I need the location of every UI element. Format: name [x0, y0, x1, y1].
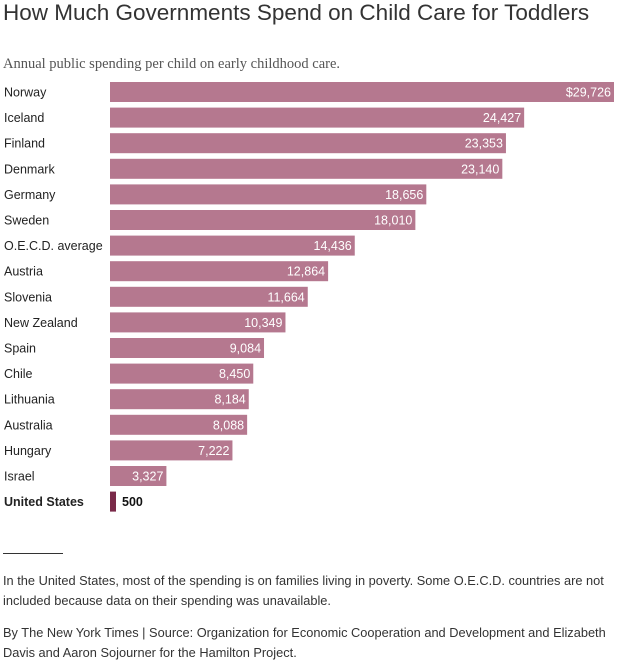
value-label-denmark: 23,140 [461, 162, 499, 176]
category-label-austria: Austria [4, 265, 43, 279]
value-label-iceland: 24,427 [483, 111, 521, 125]
bar-sweden [110, 210, 416, 230]
value-label-austria: 12,864 [287, 265, 325, 279]
bar-slovenia [110, 286, 308, 307]
chart-title: How Much Governments Spend on Child Care… [3, 0, 590, 25]
bar-lithuania [110, 389, 249, 410]
bar-united-states [110, 491, 116, 512]
footnote-text: In the United States, most of the spendi… [3, 573, 604, 608]
bar-new-zealand [110, 312, 286, 333]
value-label-lithuania: 8,184 [214, 393, 245, 407]
category-label-slovenia: Slovenia [4, 290, 52, 304]
category-label-norway: Norway [4, 86, 47, 100]
category-label-o-e-c-d-average: O.E.C.D. average [4, 239, 103, 253]
bar-chile [110, 363, 254, 384]
category-label-australia: Australia [4, 418, 53, 432]
value-label-germany: 18,656 [385, 188, 423, 202]
value-label-spain: 9,084 [230, 342, 261, 356]
category-label-new-zealand: New Zealand [4, 316, 78, 330]
value-label-chile: 8,450 [219, 367, 250, 381]
bar-iceland [110, 107, 525, 128]
footnote-divider [3, 553, 63, 554]
value-label-new-zealand: 10,349 [244, 316, 282, 330]
category-label-finland: Finland [4, 137, 45, 151]
bar-finland [110, 133, 506, 154]
value-label-israel: 3,327 [132, 470, 163, 484]
value-label-slovenia: 11,664 [267, 290, 304, 304]
category-label-israel: Israel [4, 470, 35, 484]
category-label-chile: Chile [4, 367, 33, 381]
category-label-lithuania: Lithuania [4, 393, 55, 407]
value-label-o-e-c-d-average: 14,436 [314, 239, 352, 253]
bar-chart: Norway $29,726 Iceland 24,427 Finland 23,353 D… [4, 82, 614, 512]
category-label-germany: Germany [4, 188, 56, 202]
category-label-united-states: United States [4, 495, 84, 509]
bar-denmark [110, 158, 503, 179]
bar-o-e-c-d-average [110, 235, 355, 256]
value-label-sweden: 18,010 [374, 214, 412, 228]
source-credit: By The New York Times | Source: Organiza… [3, 625, 606, 660]
category-label-sweden: Sweden [4, 214, 49, 228]
bar-spain [110, 338, 265, 358]
value-label-united-states: 500 [122, 495, 143, 509]
value-label-hungary: 7,222 [198, 444, 229, 458]
bar-israel [110, 466, 167, 486]
category-label-iceland: Iceland [4, 111, 44, 125]
bar-australia [110, 414, 248, 435]
value-label-finland: 23,353 [465, 137, 503, 151]
category-label-hungary: Hungary [4, 444, 52, 458]
value-label-australia: 8,088 [213, 418, 244, 432]
chart-subtitle: Annual public spending per child on earl… [3, 56, 341, 72]
bar-austria [110, 261, 329, 282]
bar-germany [110, 184, 427, 205]
value-label-norway: $29,726 [566, 86, 611, 100]
category-label-spain: Spain [4, 342, 36, 356]
bar-norway [110, 82, 614, 102]
bar-hungary [110, 440, 233, 461]
category-label-denmark: Denmark [4, 162, 55, 176]
